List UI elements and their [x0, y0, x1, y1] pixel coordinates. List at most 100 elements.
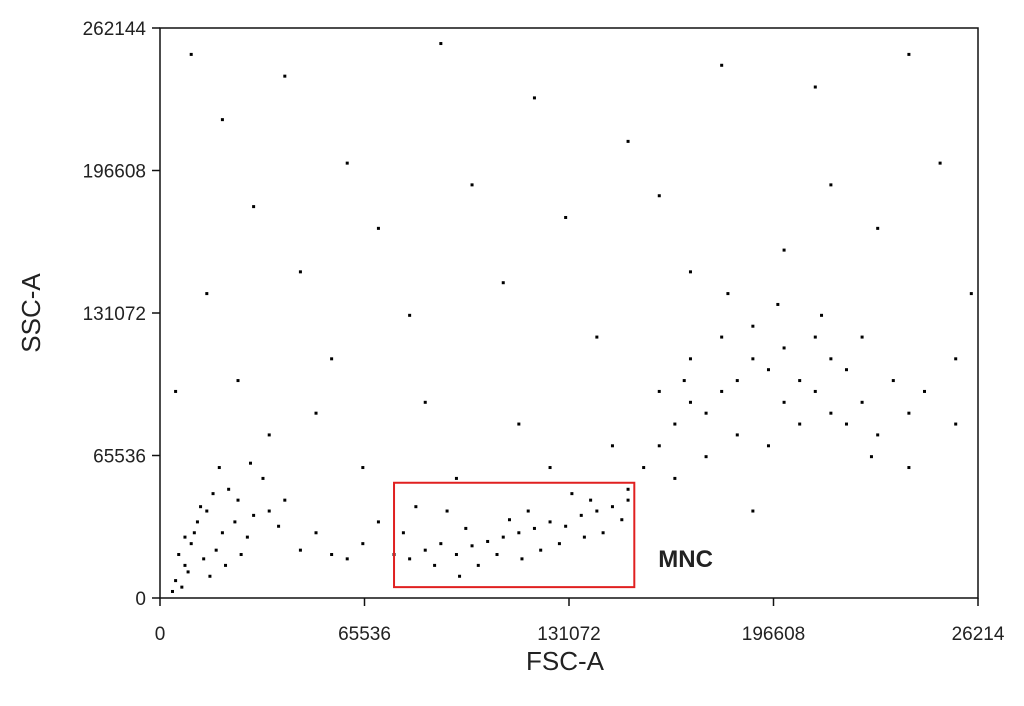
event-dot — [376, 520, 380, 524]
event-dot — [361, 466, 365, 470]
event-dot — [673, 476, 677, 480]
event-dot — [720, 389, 724, 393]
event-dot — [548, 520, 552, 524]
event-dot — [579, 513, 583, 517]
event-dot — [314, 411, 318, 415]
event-dot — [195, 520, 199, 524]
event-dot — [330, 357, 334, 361]
event-dot — [954, 357, 958, 361]
event-dot — [782, 248, 786, 252]
event-dot — [766, 444, 770, 448]
event-dot — [214, 548, 218, 552]
event-dot — [423, 400, 427, 404]
event-dot — [938, 161, 942, 165]
event-dot — [361, 542, 365, 546]
event-dot — [829, 357, 833, 361]
event-dot — [217, 466, 221, 470]
event-dot — [720, 63, 724, 67]
event-dot — [751, 324, 755, 328]
event-dot — [236, 379, 240, 383]
event-dot — [458, 574, 462, 578]
event-dot — [891, 379, 895, 383]
event-dot — [476, 563, 480, 567]
event-dot — [657, 194, 661, 198]
event-dot — [751, 509, 755, 513]
event-dot — [539, 548, 543, 552]
event-dot — [174, 579, 178, 583]
y-tick-label: 131072 — [83, 304, 146, 325]
event-dot — [314, 531, 318, 535]
event-dot — [688, 357, 692, 361]
event-dot — [245, 535, 249, 539]
gate — [393, 481, 636, 589]
event-dot — [517, 531, 521, 535]
event-dot — [239, 553, 243, 557]
event-dot — [954, 422, 958, 426]
y-tick-label: 262144 — [83, 19, 147, 40]
y-axis-label: SSC-A — [16, 273, 46, 353]
event-dot — [844, 422, 848, 426]
event-dot — [766, 368, 770, 372]
y-tick-label: 65536 — [93, 447, 146, 468]
event-dot — [798, 422, 802, 426]
event-dot — [782, 346, 786, 350]
event-dot — [298, 270, 302, 274]
event-dot — [582, 535, 586, 539]
event-dot — [620, 518, 624, 522]
y-tick-label: 196608 — [83, 162, 146, 183]
event-dot — [813, 85, 817, 89]
event-dot — [170, 589, 174, 593]
event-dot — [401, 531, 405, 535]
x-tick-label: 65536 — [338, 624, 391, 645]
event-dot — [199, 505, 203, 509]
event-dot — [252, 205, 256, 209]
event-dot — [907, 466, 911, 470]
event-dot — [205, 509, 209, 513]
event-dot — [682, 379, 686, 383]
event-dot — [969, 292, 973, 296]
event-dot — [820, 313, 824, 317]
event-dot — [495, 553, 499, 557]
event-dot — [180, 585, 184, 589]
event-dot — [252, 513, 256, 517]
event-dot — [220, 118, 224, 122]
event-dot — [813, 335, 817, 339]
event-dot — [267, 433, 271, 437]
event-dot — [589, 498, 593, 502]
event-dot — [189, 52, 193, 56]
event-dot — [626, 487, 630, 491]
event-dot — [726, 292, 730, 296]
event-dot — [220, 531, 224, 535]
event-dot — [211, 492, 215, 496]
event-dot — [454, 476, 458, 480]
x-tick-label: 196608 — [742, 624, 805, 645]
event-dot — [454, 553, 458, 557]
event-dot — [626, 498, 630, 502]
event-dot — [470, 544, 474, 548]
event-dot — [208, 574, 212, 578]
event-dot — [423, 548, 427, 552]
event-dot — [688, 400, 692, 404]
event-dot — [414, 505, 418, 509]
event-dot — [248, 461, 252, 465]
event-dot — [798, 379, 802, 383]
event-dot — [844, 368, 848, 372]
event-dot — [595, 509, 599, 513]
event-dot — [445, 509, 449, 513]
event-dot — [267, 509, 271, 513]
event-dot — [277, 524, 281, 528]
event-dot — [626, 139, 630, 143]
event-dot — [507, 518, 511, 522]
event-dot — [907, 52, 911, 56]
event-dot — [860, 335, 864, 339]
y-tick-label: 0 — [135, 589, 146, 610]
event-dot — [829, 183, 833, 187]
event-dot — [595, 335, 599, 339]
event-dot — [688, 270, 692, 274]
event-dot — [557, 542, 561, 546]
event-dot — [177, 553, 181, 557]
event-dot — [907, 411, 911, 415]
x-tick-label: 26214 — [952, 624, 1005, 645]
event-dot — [408, 557, 412, 561]
event-dot — [433, 563, 437, 567]
